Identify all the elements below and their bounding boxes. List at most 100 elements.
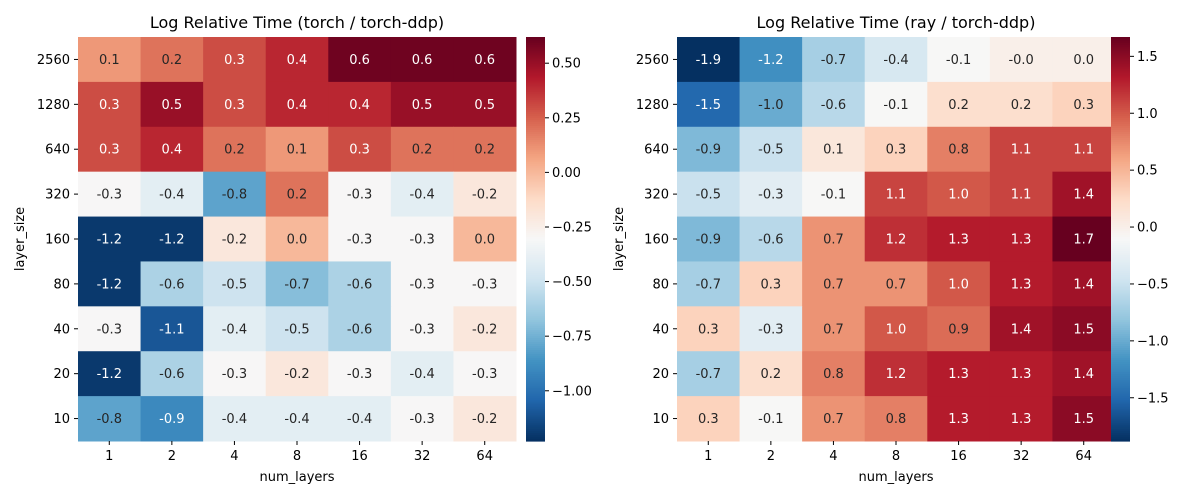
y-tick-label: 160 — [644, 233, 669, 248]
colorbar-gradient-step — [526, 214, 545, 218]
colorbar-gradient-step — [1111, 386, 1130, 390]
colorbar-gradient-step — [1111, 410, 1130, 414]
colorbar-gradient-step — [526, 309, 545, 313]
heatmap-cell — [989, 351, 1053, 397]
heatmap-cell — [864, 396, 928, 442]
colorbar-gradient-step — [1111, 249, 1130, 252]
heatmap-cell — [927, 126, 991, 173]
colorbar-gradient-step — [526, 319, 545, 323]
cell-annotation: -1.2 — [97, 233, 122, 248]
colorbar-gradient-step — [1111, 154, 1130, 157]
heatmap-cell — [1052, 261, 1116, 307]
cell-annotation: 0.2 — [761, 367, 782, 382]
cell-annotation: -1.0 — [758, 98, 783, 113]
cell-annotation: 0.2 — [948, 98, 969, 113]
cell-annotation: 0.2 — [224, 143, 245, 158]
colorbar-gradient-step — [526, 398, 545, 402]
heatmap-cell — [390, 261, 454, 307]
heatmap-cell — [140, 261, 204, 307]
y-tick-label: 80 — [53, 277, 70, 292]
colorbar-gradient-step — [1111, 222, 1130, 226]
colorbar-gradient-step — [526, 323, 545, 327]
colorbar-gradient-step — [526, 247, 545, 250]
cell-annotation: -0.4 — [222, 322, 247, 337]
x-tick-label: 1 — [704, 449, 712, 464]
colorbar-gradient-step — [1111, 311, 1130, 315]
heatmap-cell — [677, 306, 741, 352]
colorbar-gradient-step — [526, 232, 545, 236]
heatmap-cell — [328, 261, 392, 307]
heatmap-cell — [265, 216, 329, 262]
colorbar-gradient-step — [1111, 430, 1130, 434]
colorbar-gradient-step — [1111, 269, 1130, 272]
colorbar-tick-label: −0.5 — [1137, 277, 1169, 292]
heatmap-cell — [78, 37, 142, 83]
colorbar-gradient-step — [1111, 261, 1130, 264]
colorbar-gradient-step — [526, 150, 545, 153]
heatmap-cell — [390, 171, 454, 218]
colorbar-gradient-step — [526, 297, 545, 301]
colorbar-gradient-step — [1111, 319, 1130, 323]
colorbar-gradient-step — [1111, 184, 1130, 188]
heatmap-cell — [453, 81, 517, 128]
cell-annotation: 0.4 — [349, 98, 370, 113]
heatmap-cell — [1052, 126, 1116, 173]
colorbar-gradient-step — [526, 370, 545, 373]
cell-annotation: -1.1 — [159, 322, 184, 337]
colorbar-gradient-step — [526, 396, 545, 400]
colorbar-gradient-step — [1111, 388, 1130, 392]
heatmap-cell — [677, 261, 741, 307]
heatmap-cell — [390, 306, 454, 352]
chart-title: Log Relative Time (torch / torch-ddp) — [150, 13, 444, 32]
colorbar-gradient-step — [526, 119, 545, 123]
colorbar-gradient-step — [526, 281, 545, 285]
colorbar-gradient-step — [526, 218, 545, 222]
colorbar-gradient-step — [526, 61, 545, 64]
colorbar-gradient-step — [526, 222, 545, 226]
cell-annotation: -0.4 — [409, 367, 434, 382]
colorbar-gradient-step — [1111, 73, 1130, 76]
cell-annotation: 1.3 — [1011, 412, 1032, 427]
colorbar-gradient-step — [526, 180, 545, 184]
colorbar-gradient-step — [526, 133, 545, 137]
colorbar-gradient-step — [1111, 53, 1130, 56]
colorbar-gradient-step — [1111, 135, 1130, 139]
colorbar-gradient-step — [526, 287, 545, 291]
heatmap-cell — [864, 171, 928, 218]
heatmap-cell — [203, 37, 267, 83]
colorbar-gradient-step — [1111, 69, 1130, 72]
colorbar-gradient-step — [526, 204, 545, 208]
colorbar-gradient-step — [526, 111, 545, 115]
heatmap-cell — [453, 171, 517, 218]
colorbar-gradient-step — [526, 51, 545, 54]
colorbar-gradient-step — [526, 115, 545, 119]
colorbar-gradient-step — [1111, 337, 1130, 341]
colorbar-gradient-step — [1111, 303, 1130, 307]
colorbar-gradient-step — [1111, 146, 1130, 149]
colorbar-gradient-step — [1111, 301, 1130, 305]
colorbar-gradient-step — [1111, 47, 1130, 50]
colorbar-gradient-step — [526, 135, 545, 139]
colorbar-gradient-step — [526, 239, 545, 242]
colorbar-gradient-step — [526, 91, 545, 95]
heatmap-cell — [203, 351, 267, 397]
colorbar-gradient-step — [1111, 309, 1130, 313]
colorbar-gradient-step — [526, 299, 545, 303]
colorbar-gradient-step — [1111, 420, 1130, 424]
cell-annotation: 0.8 — [886, 412, 907, 427]
heatmap-cell — [203, 81, 267, 128]
colorbar-gradient-step — [1111, 190, 1130, 194]
colorbar-gradient-step — [526, 295, 545, 299]
colorbar-gradient-step — [526, 103, 545, 107]
colorbar-gradient-step — [526, 340, 545, 343]
colorbar-gradient-step — [526, 249, 545, 252]
colorbar-gradient-step — [1111, 331, 1130, 335]
heatmap-cell — [1052, 81, 1116, 128]
colorbar-gradient-step — [526, 99, 545, 103]
heatmap-cell — [265, 37, 329, 83]
cell-annotation: -0.3 — [409, 277, 434, 292]
colorbar-gradient-step — [1111, 107, 1130, 111]
cell-annotation: 0.7 — [823, 233, 844, 248]
cell-annotation: -0.9 — [696, 143, 721, 158]
colorbar-gradient-step — [526, 372, 545, 375]
